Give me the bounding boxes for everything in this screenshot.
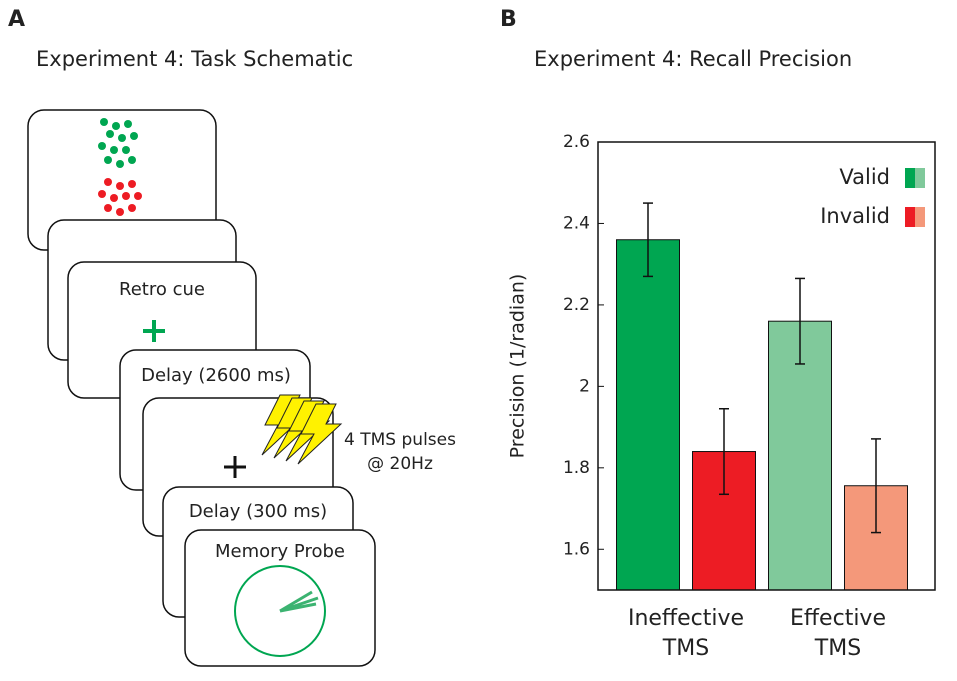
panel-title: Experiment 4: Task Schematic bbox=[36, 47, 353, 71]
panel-letter: B bbox=[500, 7, 517, 32]
tms-label: 4 TMS pulses bbox=[344, 430, 456, 450]
card-label: Retro cue bbox=[119, 279, 205, 300]
cue-plus bbox=[143, 320, 165, 342]
chart-title: Experiment 4: Recall Precision bbox=[534, 47, 852, 71]
probe-arrows bbox=[279, 590, 319, 613]
dots-red bbox=[98, 178, 142, 216]
legend-swatch bbox=[905, 168, 915, 188]
fix-plus bbox=[224, 456, 246, 478]
x-tick-label: Ineffective TMS bbox=[627, 606, 745, 661]
tms-label: @ 20Hz bbox=[367, 454, 433, 474]
card-label: Memory Probe bbox=[215, 541, 345, 562]
legend-swatch bbox=[915, 168, 925, 188]
y-tick-label: 1.6 bbox=[563, 539, 590, 559]
plot-frame bbox=[597, 141, 936, 591]
card-label: Delay (2600 ms) bbox=[141, 365, 291, 386]
bar bbox=[768, 320, 832, 591]
y-tick-label: 2 bbox=[579, 376, 590, 396]
y-tick-label: 2.4 bbox=[563, 213, 590, 233]
legend-swatch bbox=[915, 207, 925, 227]
probe-ring bbox=[234, 565, 326, 657]
card bbox=[184, 529, 376, 667]
y-tick-label: 1.8 bbox=[563, 458, 590, 478]
y-tick-label: 2.2 bbox=[563, 295, 590, 315]
legend-label: Invalid bbox=[820, 204, 890, 228]
tms-bolts bbox=[261, 394, 343, 465]
dots-green bbox=[98, 118, 138, 168]
schematic bbox=[27, 109, 376, 667]
panel-letter: A bbox=[8, 7, 25, 32]
legend-label: Valid bbox=[839, 165, 890, 189]
y-axis-label: Precision (1/radian) bbox=[507, 274, 529, 459]
card-label: Delay (300 ms) bbox=[189, 501, 327, 522]
bar bbox=[616, 239, 680, 591]
x-tick-label: Effective TMS bbox=[790, 606, 886, 661]
legend-swatch bbox=[905, 207, 915, 227]
y-tick-label: 2.6 bbox=[563, 132, 590, 152]
